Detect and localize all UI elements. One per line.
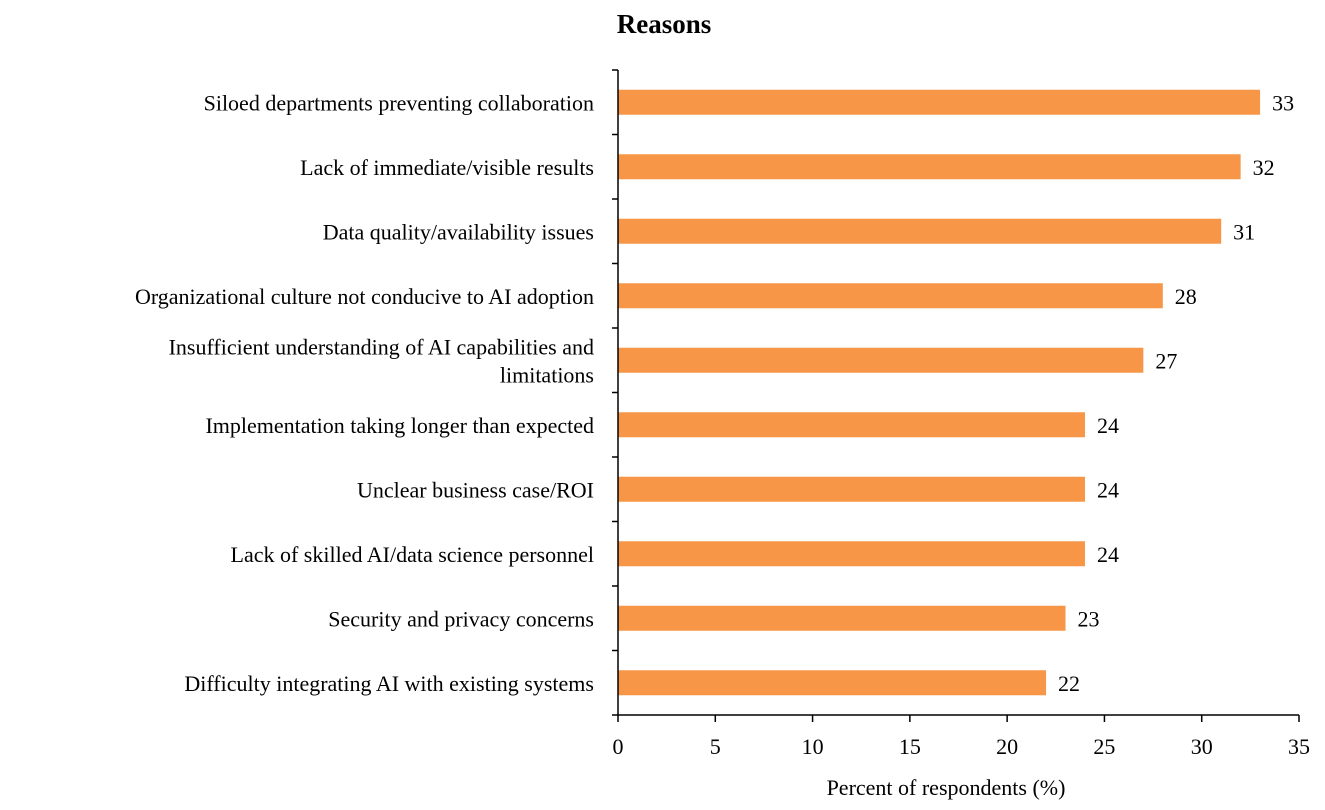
data-label: 28: [1175, 284, 1197, 309]
category-label: Lack of skilled AI/data science personne…: [231, 542, 594, 567]
data-label: 22: [1058, 671, 1080, 696]
bar: [618, 541, 1085, 567]
chart-title: Reasons: [617, 9, 712, 39]
x-tick-label: 25: [1093, 734, 1115, 759]
bar: [618, 154, 1241, 180]
bar: [618, 218, 1222, 244]
bar: [618, 605, 1066, 631]
data-label: 24: [1097, 413, 1119, 438]
bar: [618, 476, 1085, 502]
category-label: Implementation taking longer than expect…: [205, 413, 594, 438]
bar: [618, 89, 1261, 115]
data-label: 33: [1272, 90, 1294, 115]
x-tick-label: 0: [613, 734, 624, 759]
data-label: 23: [1078, 606, 1100, 631]
data-label: 27: [1155, 348, 1177, 373]
bar: [618, 347, 1144, 373]
category-label: Unclear business case/ROI: [357, 477, 594, 502]
category-label: Lack of immediate/visible results: [300, 155, 594, 180]
x-tick-label: 35: [1288, 734, 1310, 759]
category-label: Data quality/availability issues: [323, 219, 594, 244]
data-label: 32: [1253, 155, 1275, 180]
x-tick-label: 10: [802, 734, 824, 759]
category-label: Organizational culture not conducive to …: [135, 284, 594, 309]
x-axis-label: Percent of respondents (%): [827, 775, 1066, 800]
x-tick-label: 20: [996, 734, 1018, 759]
bar: [618, 283, 1163, 309]
x-tick-label: 15: [899, 734, 921, 759]
bar: [618, 670, 1047, 696]
x-tick-label: 30: [1191, 734, 1213, 759]
category-label: Siloed departments preventing collaborat…: [204, 90, 594, 115]
x-tick-label: 5: [710, 734, 721, 759]
category-label: Insufficient understanding of AI capabil…: [169, 334, 594, 359]
category-label: limitations: [500, 362, 594, 387]
bar: [618, 412, 1085, 438]
category-label: Difficulty integrating AI with existing …: [184, 671, 594, 696]
data-label: 24: [1097, 542, 1119, 567]
data-label: 31: [1233, 219, 1255, 244]
data-label: 24: [1097, 477, 1119, 502]
category-label: Security and privacy concerns: [328, 606, 594, 631]
